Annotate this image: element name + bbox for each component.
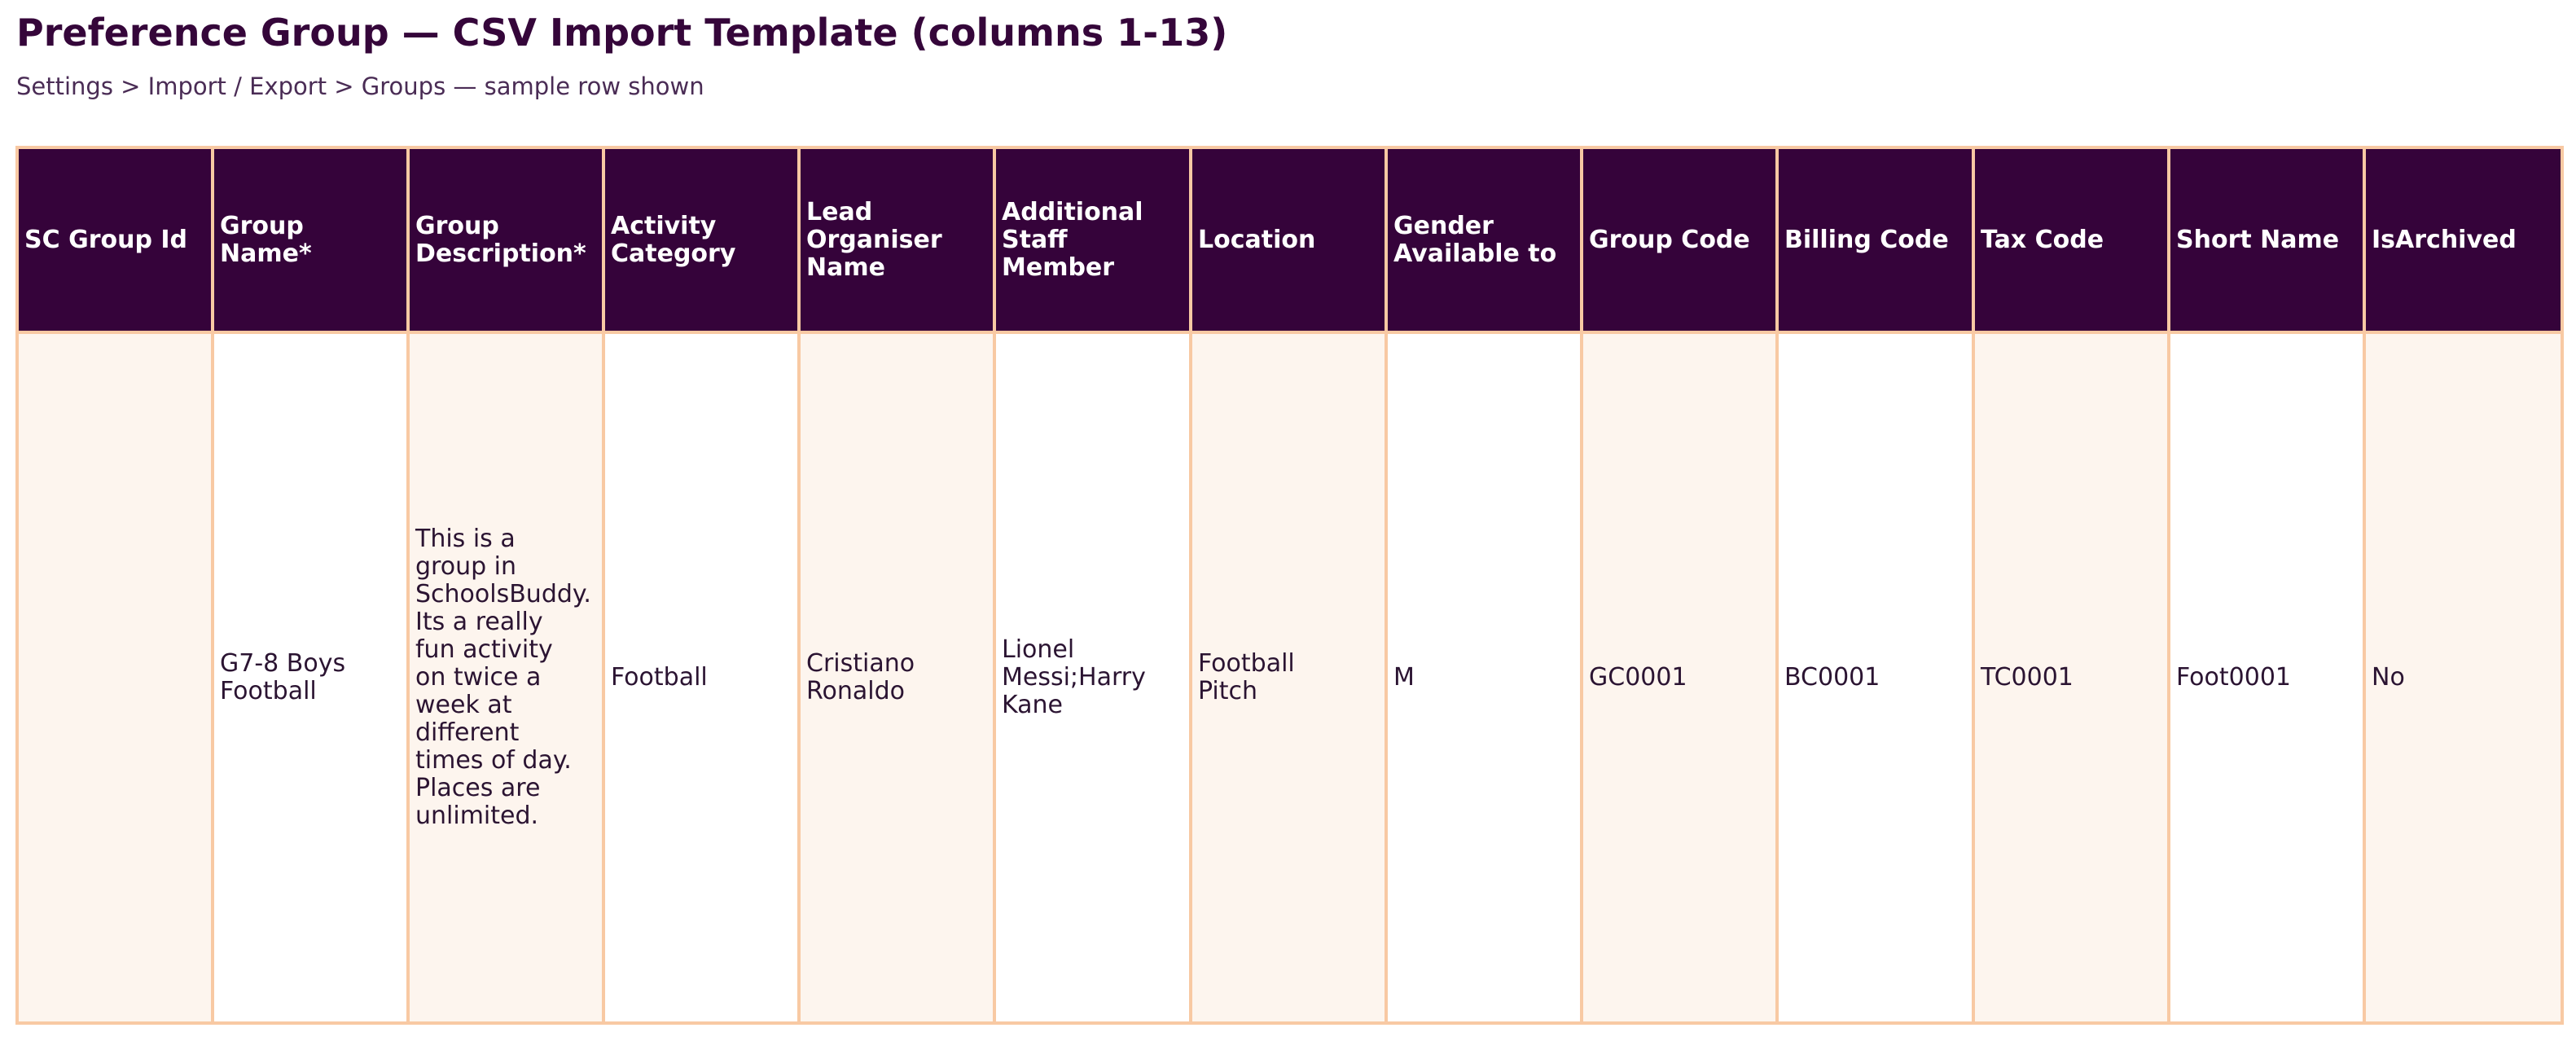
sample-row: G7-8 Boys Football This is a group in Sc… [15, 331, 2564, 1025]
column-header-short-name: Short Name [2167, 146, 2366, 334]
cell-location: Football Pitch [1189, 331, 1388, 1025]
page-title: Preference Group — CSV Import Template (… [16, 11, 1228, 55]
column-header-lead-organiser-name: Lead Organiser Name [797, 146, 996, 334]
cell-additional-staff-member: Lionel Messi;Harry Kane [993, 331, 1192, 1025]
column-header-location: Location [1189, 146, 1388, 334]
column-header-tax-code: Tax Code [1972, 146, 2170, 334]
cell-short-name: Foot0001 [2167, 331, 2366, 1025]
column-header-activity-category: Activity Category [602, 146, 801, 334]
cell-activity-category: Football [602, 331, 801, 1025]
column-header-group-code: Group Code [1580, 146, 1779, 334]
cell-group-name: G7-8 Boys Football [211, 331, 410, 1025]
cell-tax-code: TC0001 [1972, 331, 2170, 1025]
column-header-group-name: Group Name* [211, 146, 410, 334]
cell-lead-organiser-name: Cristiano Ronaldo [797, 331, 996, 1025]
header-row: SC Group Id Group Name* Group Descriptio… [15, 146, 2564, 334]
column-header-is-archived: IsArchived [2363, 146, 2564, 334]
cell-group-code: GC0001 [1580, 331, 1779, 1025]
cell-is-archived: No [2363, 331, 2564, 1025]
column-header-gender-available-to: Gender Available to [1385, 146, 1583, 334]
csv-template-table: SC Group Id Group Name* Group Descriptio… [15, 146, 2564, 1025]
column-header-group-description: Group Description* [406, 146, 605, 334]
breadcrumb: Settings > Import / Export > Groups — sa… [16, 72, 704, 100]
column-header-additional-staff-member: Additional Staff Member [993, 146, 1192, 334]
column-header-billing-code: Billing Code [1775, 146, 1975, 334]
cell-sc-group-id [15, 331, 214, 1025]
cell-group-description: This is a group in SchoolsBuddy. Its a r… [406, 331, 605, 1025]
cell-gender-available-to: M [1385, 331, 1583, 1025]
column-header-sc-group-id: SC Group Id [15, 146, 214, 334]
cell-billing-code: BC0001 [1775, 331, 1975, 1025]
